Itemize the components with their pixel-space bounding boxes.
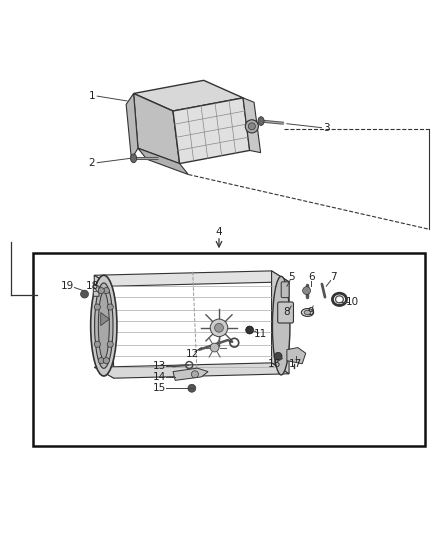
Text: 9: 9: [307, 308, 314, 318]
Ellipse shape: [98, 292, 109, 360]
Text: 19: 19: [61, 281, 74, 291]
Circle shape: [98, 288, 104, 294]
Polygon shape: [134, 93, 180, 164]
Circle shape: [94, 341, 100, 348]
Ellipse shape: [258, 117, 264, 125]
Ellipse shape: [91, 275, 117, 376]
Polygon shape: [173, 368, 208, 381]
Polygon shape: [93, 285, 99, 296]
Text: 3: 3: [323, 123, 330, 133]
Polygon shape: [126, 93, 138, 159]
Ellipse shape: [131, 154, 137, 163]
Text: 8: 8: [283, 308, 290, 318]
Text: 7: 7: [330, 272, 337, 282]
Polygon shape: [101, 312, 110, 326]
Circle shape: [107, 304, 113, 310]
Polygon shape: [243, 98, 261, 152]
Text: 13: 13: [153, 361, 166, 372]
Bar: [33, 253, 425, 446]
Text: 5: 5: [288, 272, 295, 282]
Text: 11: 11: [254, 329, 267, 340]
Circle shape: [215, 324, 223, 332]
Circle shape: [245, 120, 258, 133]
Circle shape: [191, 371, 198, 378]
Text: 17: 17: [289, 359, 302, 369]
Text: 6: 6: [308, 272, 315, 282]
Circle shape: [188, 384, 196, 392]
Ellipse shape: [95, 283, 113, 368]
Polygon shape: [272, 271, 289, 374]
Circle shape: [81, 290, 88, 298]
Circle shape: [210, 343, 219, 352]
Text: 14: 14: [153, 372, 166, 382]
FancyBboxPatch shape: [278, 302, 293, 323]
Polygon shape: [94, 275, 114, 378]
Circle shape: [103, 358, 110, 364]
Circle shape: [210, 319, 228, 336]
Ellipse shape: [301, 309, 314, 317]
Text: 12: 12: [186, 349, 199, 359]
Text: 16: 16: [268, 359, 281, 369]
Polygon shape: [173, 98, 250, 164]
Polygon shape: [94, 363, 289, 378]
Text: 2: 2: [88, 158, 95, 168]
Text: 10: 10: [346, 296, 359, 306]
Circle shape: [107, 341, 113, 348]
Text: 1: 1: [88, 91, 95, 101]
Text: 15: 15: [153, 383, 166, 393]
Polygon shape: [138, 148, 188, 174]
Ellipse shape: [272, 276, 290, 375]
Circle shape: [94, 304, 100, 310]
Ellipse shape: [304, 310, 311, 314]
Polygon shape: [134, 80, 243, 111]
Polygon shape: [94, 271, 289, 286]
Polygon shape: [287, 348, 306, 364]
Circle shape: [274, 352, 282, 360]
Circle shape: [98, 358, 104, 364]
Circle shape: [248, 123, 255, 130]
FancyBboxPatch shape: [281, 282, 289, 297]
Circle shape: [103, 288, 110, 294]
Circle shape: [303, 287, 311, 295]
Circle shape: [246, 326, 254, 334]
Text: 18: 18: [85, 281, 99, 291]
Text: 4: 4: [215, 228, 223, 237]
